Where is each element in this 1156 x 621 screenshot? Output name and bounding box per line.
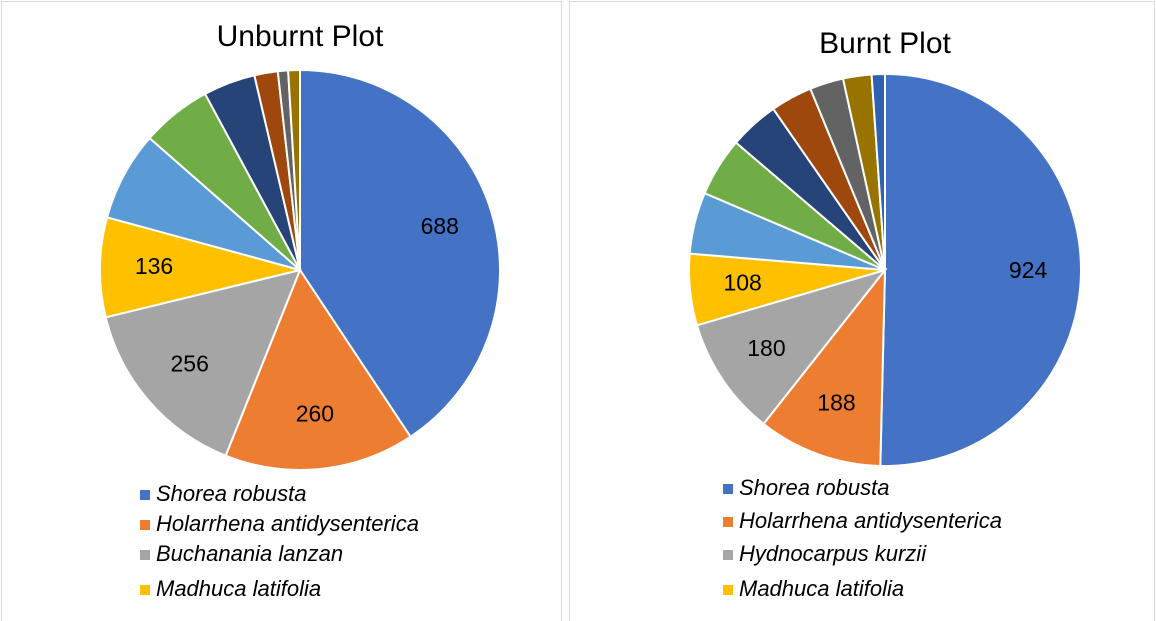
legend-label: Madhuca latifolia xyxy=(739,576,904,601)
pie-slice xyxy=(879,72,1082,467)
data-label: 924 xyxy=(1009,257,1048,283)
panel-border xyxy=(1,1,562,621)
legend-label: Hydnocarpus kurzii xyxy=(739,541,927,566)
legend-swatch xyxy=(723,517,733,527)
legend-label: Shorea robusta xyxy=(156,481,306,506)
panel-border xyxy=(569,1,1155,621)
data-label: 188 xyxy=(817,390,855,416)
pie-slice xyxy=(870,72,886,271)
pie-slice xyxy=(287,68,301,271)
pie-slice xyxy=(695,268,888,426)
pie-slice xyxy=(99,216,301,319)
legend-swatch xyxy=(140,520,150,530)
data-label: 180 xyxy=(747,335,785,361)
legend-swatch xyxy=(140,490,150,500)
legend-label: Shorea robusta xyxy=(739,475,889,500)
pie-slice xyxy=(104,268,302,457)
pie-slice xyxy=(762,267,887,467)
data-label: 688 xyxy=(421,213,459,239)
legend-label: Madhuca latifolia xyxy=(156,576,321,601)
legend-swatch xyxy=(723,550,733,560)
data-label: 256 xyxy=(171,351,209,377)
legend-swatch xyxy=(140,550,150,560)
data-label: 260 xyxy=(296,400,334,426)
data-label: 136 xyxy=(135,253,173,279)
legend-label: Buchanania lanzan xyxy=(156,541,343,566)
pie-slice xyxy=(224,267,412,471)
legend-swatch xyxy=(723,484,733,494)
chart-title: Unburnt Plot xyxy=(217,20,384,53)
legend-label: Holarrhena antidysenterica xyxy=(156,511,419,536)
legend-label: Holarrhena antidysenterica xyxy=(739,508,1002,533)
legend-swatch xyxy=(723,585,733,595)
data-label: 108 xyxy=(723,270,761,296)
legend-swatch xyxy=(140,585,150,595)
chart-title: Burnt Plot xyxy=(819,27,951,60)
